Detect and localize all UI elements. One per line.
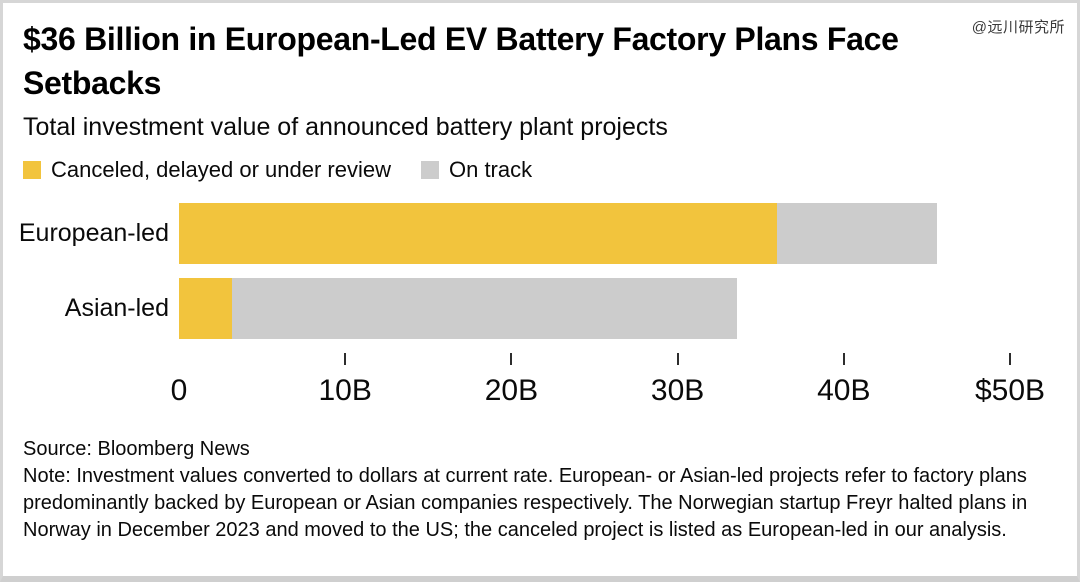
bar-rows: European-led Asian-led bbox=[18, 203, 1057, 339]
axis-tick bbox=[510, 353, 513, 365]
category-label: Asian-led bbox=[64, 294, 169, 322]
legend-item: Canceled, delayed or under review bbox=[23, 157, 391, 183]
bar-row: Asian-led bbox=[23, 278, 1057, 339]
axis-tick-label: 0 bbox=[170, 374, 188, 407]
axis-tick bbox=[1009, 353, 1011, 365]
bar-track bbox=[179, 278, 1010, 339]
axis-tick-label: 40B bbox=[817, 374, 871, 407]
bar-segment bbox=[179, 203, 778, 264]
source-text: Source: Bloomberg News bbox=[23, 438, 250, 460]
watermark: @远川研究所 bbox=[971, 19, 1065, 36]
footer: Source: Bloomberg News Note: Investment … bbox=[23, 436, 1057, 544]
legend-label: Canceled, delayed or under review bbox=[51, 157, 391, 182]
bar-segment bbox=[777, 203, 937, 264]
bar-row: European-led bbox=[18, 203, 1057, 264]
axis-tick bbox=[842, 353, 845, 365]
axis-tick-label: 10B bbox=[318, 374, 372, 407]
axis-tick-label: 30B bbox=[650, 374, 705, 407]
axis-tick bbox=[344, 353, 347, 365]
x-axis-ticks bbox=[179, 353, 1011, 365]
category-label: European-led bbox=[18, 219, 169, 247]
chart-title: $36 Billion in European-Led EV Battery F… bbox=[23, 21, 899, 101]
axis-tick-label: 20B bbox=[484, 374, 539, 407]
axis-tick bbox=[676, 353, 679, 365]
bar-segment bbox=[232, 278, 738, 339]
chart-subtitle: Total investment value of announced batt… bbox=[23, 113, 668, 141]
x-axis-labels: 0 10B 20B 30B 40B $50B bbox=[171, 374, 1045, 410]
legend: Canceled, delayed or under review On trac… bbox=[23, 157, 1057, 183]
note-text: Note: Investment values converted to dol… bbox=[23, 465, 1028, 541]
legend-item: On track bbox=[420, 157, 533, 183]
legend-label: On track bbox=[448, 157, 533, 182]
bar-track bbox=[179, 203, 1010, 264]
axis-tick-label: $50B bbox=[974, 374, 1046, 407]
legend-swatch-icon bbox=[23, 161, 41, 179]
bar-segment bbox=[179, 278, 233, 339]
plot-area: European-led Asian-led 0 10B 20B 30B 40B $50B bbox=[18, 203, 1057, 410]
legend-swatch-icon bbox=[420, 161, 439, 179]
